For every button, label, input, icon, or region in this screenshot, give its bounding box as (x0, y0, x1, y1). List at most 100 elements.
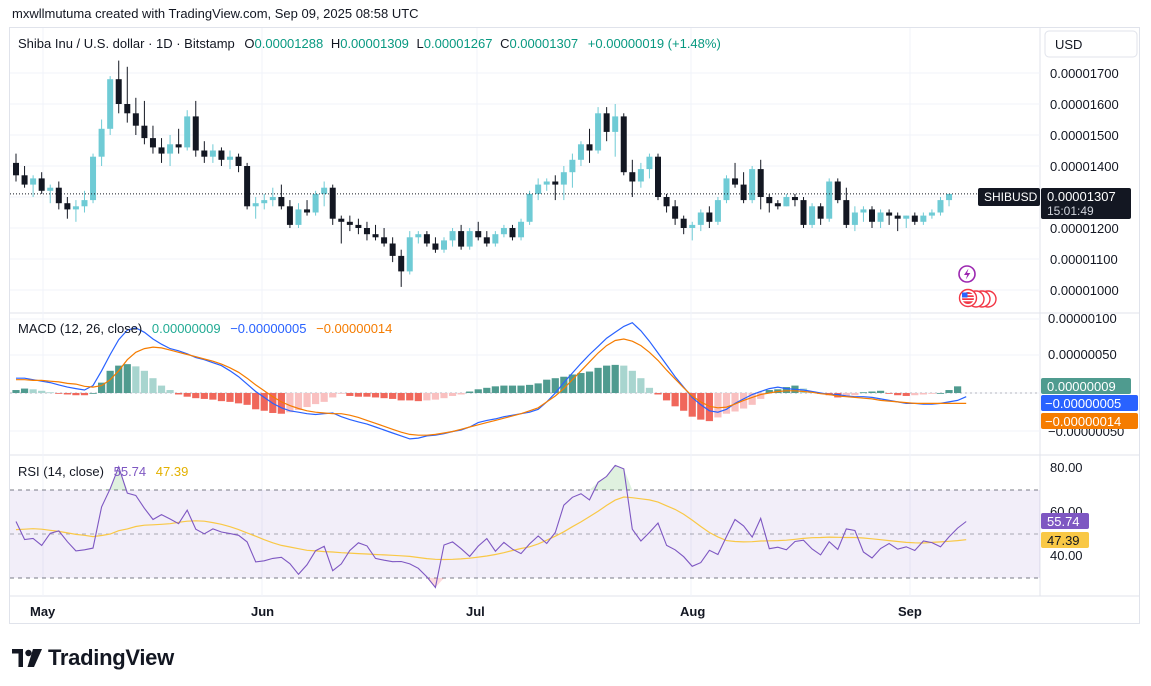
candle-body (911, 215, 918, 222)
macd-hist-bar (448, 393, 457, 396)
macd-hist-bar (945, 390, 953, 393)
macd-hist-bar (140, 370, 148, 393)
candle-body (706, 212, 713, 222)
candle (817, 203, 824, 225)
candle-body (389, 243, 396, 256)
time-tick-label: May (30, 604, 56, 619)
candle (903, 215, 910, 228)
candle-body (55, 187, 62, 204)
macd-hist-bar (645, 387, 654, 393)
currency-label: USD (1055, 37, 1082, 52)
tradingview-logo[interactable]: TradingView (12, 645, 174, 671)
macd-hist-bar (389, 393, 397, 399)
candle (107, 76, 114, 135)
candle-body (141, 125, 148, 139)
macd-hist-bar (508, 385, 517, 393)
macd-hist-bar (414, 393, 422, 402)
candle-body (766, 197, 773, 204)
candle-body (757, 169, 764, 197)
candle-body (209, 150, 216, 157)
candle-body (732, 178, 739, 185)
price-tick-label: 0.00001100 (1050, 252, 1118, 267)
macd-hist-bar (397, 393, 405, 401)
candle (500, 224, 507, 238)
candle (946, 193, 953, 207)
candle (149, 125, 156, 154)
candle (175, 128, 182, 154)
price-grid (10, 72, 1040, 432)
candle (706, 206, 713, 228)
rsi-tick-label: 40.00 (1050, 548, 1083, 563)
candle (586, 128, 593, 163)
macd-hist-bar (234, 393, 243, 404)
candle (363, 221, 370, 241)
price-tick-label: 0.00001500 (1050, 128, 1119, 143)
candle (167, 135, 174, 166)
candle (526, 190, 533, 225)
candle (809, 203, 816, 228)
candle-body (21, 175, 28, 185)
candle (911, 212, 918, 225)
macd-hist-bar (765, 390, 773, 393)
candle (449, 228, 456, 247)
candle (312, 190, 319, 216)
candle-body (415, 234, 422, 238)
candle-body (321, 187, 328, 194)
us-flag-icon[interactable] (958, 288, 997, 308)
candle-body (646, 156, 653, 170)
candle (834, 178, 841, 204)
candle (381, 228, 388, 247)
candle (406, 231, 413, 275)
rsi-tick-label: 80.00 (1050, 460, 1083, 475)
candle-body (552, 181, 559, 185)
candle (509, 224, 516, 241)
lightning-icon[interactable] (958, 265, 976, 283)
tradingview-logo-icon (12, 649, 42, 667)
candle-body (800, 200, 807, 225)
candle (774, 200, 781, 210)
time-tick-label: Jun (251, 604, 274, 619)
macd-tick-label: 0.00000100 (1048, 311, 1117, 326)
candle-body (595, 113, 602, 151)
candle-body (295, 209, 302, 225)
macd-hist-bar (175, 393, 183, 395)
candle (518, 218, 525, 241)
macd-hist-bar (149, 378, 157, 393)
candle (697, 209, 704, 232)
macd-hist-bar (902, 393, 910, 396)
currency-button[interactable]: USD (1044, 30, 1138, 58)
macd-hist-bar (534, 383, 542, 393)
time-tick-label: Sep (898, 604, 922, 619)
macd-hist-bar (868, 391, 876, 393)
candle-body (920, 215, 927, 222)
macd-hist-bar (252, 393, 260, 410)
candle-body (158, 147, 165, 154)
time-axis[interactable]: May Jun Jul Aug Sep (30, 604, 922, 619)
macd-hist-value: 0.00000009 (152, 321, 221, 336)
candle (441, 237, 447, 253)
candle-body (697, 212, 704, 225)
price-axis[interactable]: 0.00001700 0.00001600 0.00001500 0.00001… (1050, 66, 1119, 298)
candle (475, 221, 482, 241)
macd-hist-bar (517, 385, 525, 393)
price-tick-label: 0.00001600 (1050, 97, 1119, 112)
candle-body (218, 150, 225, 160)
candle-body (886, 212, 893, 216)
candle (72, 200, 79, 222)
macd-hist-bar (431, 393, 440, 400)
macd-hist-bar (312, 393, 320, 405)
price-tick-label: 0.00001700 (1050, 66, 1119, 81)
candle (920, 212, 927, 225)
macd-hist-bar (29, 389, 37, 393)
macd-hist-bar (671, 393, 679, 407)
candle-body (201, 150, 208, 157)
candle (398, 249, 405, 287)
open-label: O (244, 36, 254, 51)
macd-hist-bar (38, 390, 46, 393)
candle-body (586, 144, 593, 151)
macd-hist-bar (346, 393, 354, 396)
macd-hist-bar (859, 392, 868, 394)
macd-hist-bar (620, 365, 628, 393)
candle (492, 231, 499, 247)
